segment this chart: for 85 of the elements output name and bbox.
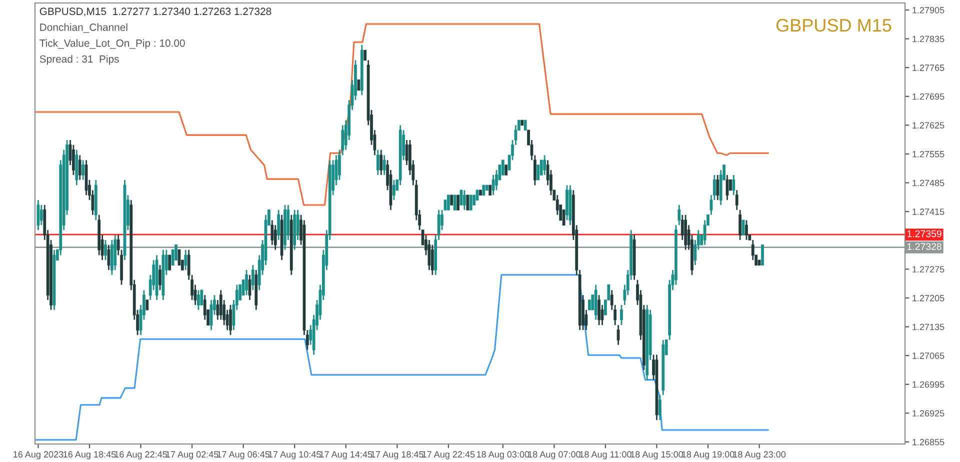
candlestick	[738, 209, 742, 241]
ref-line-label: 1.27328	[907, 243, 942, 250]
candlestick	[104, 239, 107, 261]
candlestick	[678, 204, 681, 226]
candlestick	[428, 239, 431, 271]
y-tick-label: 1.27485	[912, 180, 944, 186]
ref-line-label: 1.27359	[907, 230, 942, 238]
x-tick-label: 16 Aug 22:45	[114, 451, 167, 460]
candlestick	[277, 209, 280, 241]
y-tick-label: 1.26925	[912, 410, 944, 417]
candlestick	[543, 154, 546, 176]
candlestick	[620, 304, 623, 326]
candlestick	[745, 220, 748, 241]
candlestick	[40, 204, 43, 226]
x-tick-label: 16 Aug 18:45	[64, 451, 116, 460]
x-tick-label: 17 Aug 22:45	[422, 451, 475, 460]
candlestick	[184, 249, 188, 271]
candlestick	[469, 194, 472, 210]
candlestick	[430, 244, 434, 276]
y-tick-label: 1.27065	[912, 352, 944, 359]
candlestick	[616, 324, 620, 346]
candlestick	[466, 194, 470, 210]
annotation: Donchian_Channel	[40, 23, 128, 33]
candlestick	[446, 194, 450, 210]
candlestick	[380, 149, 383, 176]
text: GBPUSD M15	[776, 18, 892, 32]
x-tick-label: 18 Aug 11:00	[580, 451, 632, 460]
line-series	[35, 23, 769, 206]
y-tick-label: 1.26995	[912, 381, 944, 388]
y-tick-label: 1.27415	[912, 208, 944, 215]
y-tick-label: 1.27275	[912, 266, 944, 273]
candlestick	[158, 264, 162, 291]
candlestick	[658, 394, 662, 421]
candlestick	[72, 144, 75, 176]
y-tick-label: 1.26855	[912, 438, 944, 446]
y-tick-label: 1.27695	[912, 93, 944, 100]
annotation: Tick_Value_Lot_On_Pip : 10.00	[40, 39, 185, 49]
x-tick-label: 17 Aug 18:45	[371, 451, 424, 460]
candlestick	[274, 224, 277, 251]
candlestick	[735, 189, 738, 211]
x-tick-label: 18 Aug 07:00	[528, 451, 580, 460]
candlestick	[376, 149, 380, 176]
y-tick-label: 1.27555	[912, 150, 944, 158]
x-tick-label: 18 Aug 23:00	[733, 451, 786, 460]
candlestick	[504, 164, 508, 176]
x-tick-label: 17 Aug 14:45	[320, 451, 372, 460]
candlestick	[146, 300, 149, 310]
x-tick-label: 18 Aug 03:00	[476, 451, 530, 460]
candlestick	[168, 254, 172, 270]
y-tick-label: 1.27625	[912, 122, 944, 129]
candlestick	[270, 220, 274, 246]
annotation: Spread : 31 Pips	[40, 55, 119, 65]
candlestick	[82, 159, 85, 181]
x-tick-label: 17 Aug 10:45	[268, 451, 321, 460]
candlestick	[453, 194, 456, 210]
y-tick-label: 1.27905	[912, 6, 944, 14]
x-tick-label: 18 Aug 15:00	[630, 451, 683, 460]
candlestick	[598, 294, 600, 326]
x-tick-label: 17 Aug 02:45	[166, 451, 218, 460]
candlestick	[245, 269, 248, 296]
candlestick	[716, 174, 720, 201]
y-tick-label: 1.27765	[912, 64, 944, 71]
candlestick	[450, 194, 454, 206]
candlestick	[742, 220, 745, 236]
x-tick-label: 17 Aug 06:45	[217, 451, 270, 460]
candlestick	[463, 189, 466, 211]
candlestick	[78, 154, 82, 181]
candlestick	[382, 154, 386, 176]
candlestick	[251, 264, 254, 291]
annotation: GBPUSD,M15 1.27277 1.27340 1.27263 1.27328	[40, 8, 272, 16]
x-tick-label: 18 Aug 19:00	[682, 451, 734, 460]
y-tick-label: 1.27835	[912, 36, 944, 42]
line-series	[35, 274, 769, 441]
candlestick	[229, 304, 232, 336]
candlestick	[732, 174, 736, 196]
candlestick	[392, 179, 396, 201]
y-tick-label: 1.27205	[912, 294, 944, 302]
y-tick-label: 1.27135	[912, 324, 944, 330]
candlestick	[524, 120, 527, 131]
candlestick	[488, 184, 492, 196]
x-tick-label: 16 Aug 2023	[14, 451, 64, 460]
candlestick	[197, 289, 200, 311]
candlestick	[357, 80, 360, 91]
candlestick	[482, 184, 486, 196]
candlestick	[116, 234, 120, 256]
